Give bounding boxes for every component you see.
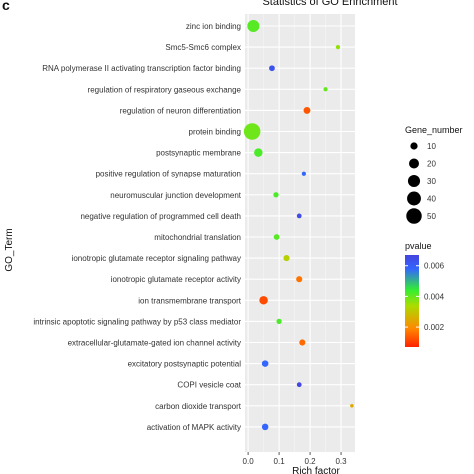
data-point (261, 360, 269, 367)
size-legend-label: 50 (427, 212, 436, 221)
data-point (296, 276, 303, 283)
go-term-label: regulation of respiratory gaseous exchan… (88, 85, 242, 94)
data-point (273, 192, 279, 198)
y-axis-title: GO_Term (4, 228, 15, 271)
data-point (254, 148, 263, 157)
go-term-label: positive regulation of synapse maturatio… (96, 170, 241, 179)
size-legend-title: Gene_number (405, 125, 463, 135)
x-tick-label: 0.2 (305, 457, 317, 466)
color-legend-title: pvalue (405, 241, 432, 251)
data-point (296, 213, 302, 219)
go-term-label: protein binding (189, 128, 241, 137)
data-points (243, 19, 354, 431)
chart-title: Statistics of GO Enrichment (262, 0, 397, 8)
color-tick-label: 0.002 (424, 323, 445, 332)
data-point (323, 87, 328, 92)
size-legend-dot (407, 191, 421, 206)
data-point (299, 339, 306, 346)
go-term-label: negative regulation of programmed cell d… (80, 212, 241, 221)
color-bar (405, 255, 419, 347)
x-tick-label: 0.0 (243, 457, 255, 466)
data-point (261, 423, 269, 431)
data-point (273, 234, 280, 240)
go-term-label: neuromuscular junction development (110, 191, 242, 200)
size-legend-label: 20 (427, 160, 436, 169)
x-tick-label: 0.1 (274, 457, 286, 466)
go-term-label: ion transmembrane transport (138, 296, 241, 305)
go-term-label: carbon dioxide transport (155, 402, 242, 411)
go-term-label: Smc5-Smc6 complex (165, 43, 241, 52)
x-axis-ticks: 0.0 0.1 0.2 0.3 (243, 452, 347, 466)
panel-letter: c (2, 0, 10, 13)
data-point (276, 318, 282, 325)
go-term-labels: zinc ion binding Smc5-Smc6 complex RNA pol… (33, 22, 241, 432)
data-point (350, 404, 354, 408)
go-term-label: ionotropic glutamate receptor activity (111, 275, 241, 284)
data-point (269, 65, 275, 72)
data-point (259, 296, 268, 305)
data-point (303, 106, 311, 114)
go-term-label: intrinsic apoptotic signaling pathway by… (33, 317, 241, 326)
go-term-label: COPI vesicle coat (177, 381, 241, 390)
x-axis-title: Rich factor (292, 466, 340, 474)
go-term-label: mitochondrial translation (154, 233, 241, 242)
go-term-label: ionotropic glutamate receptor signaling … (72, 254, 241, 263)
go-term-label: regulation of neuron differentiation (120, 106, 241, 115)
color-tick-label: 0.004 (424, 292, 445, 301)
size-legend-label: 40 (427, 195, 436, 204)
data-point (301, 171, 306, 176)
go-term-label: zinc ion binding (186, 22, 241, 31)
color-legend: pvalue 0.002 0.004 0.006 (405, 241, 445, 347)
data-point (247, 19, 260, 33)
data-point (243, 123, 261, 140)
go-term-label: postsynaptic membrane (156, 149, 241, 158)
go-term-label: activation of MAPK activity (147, 423, 241, 432)
size-legend-label: 30 (427, 177, 436, 186)
data-point (296, 382, 302, 388)
color-tick-label: 0.006 (424, 262, 445, 271)
data-point (283, 255, 290, 262)
data-point (335, 44, 341, 50)
size-legend-dot (406, 208, 422, 224)
x-tick-label: 0.3 (335, 457, 347, 466)
size-legend-dot (407, 174, 421, 188)
grid (245, 14, 355, 452)
go-term-label: extracellular-glutamate-gated ion channe… (68, 339, 241, 348)
go-term-label: RNA polymerase II activating transcripti… (42, 64, 241, 73)
go-term-label: excitatory postsynaptic potential (128, 360, 242, 369)
size-legend: Gene_number 10 20 30 40 50 (405, 125, 463, 224)
size-legend-dot (410, 142, 418, 150)
size-legend-dot (409, 158, 419, 169)
size-legend-label: 10 (427, 142, 436, 151)
